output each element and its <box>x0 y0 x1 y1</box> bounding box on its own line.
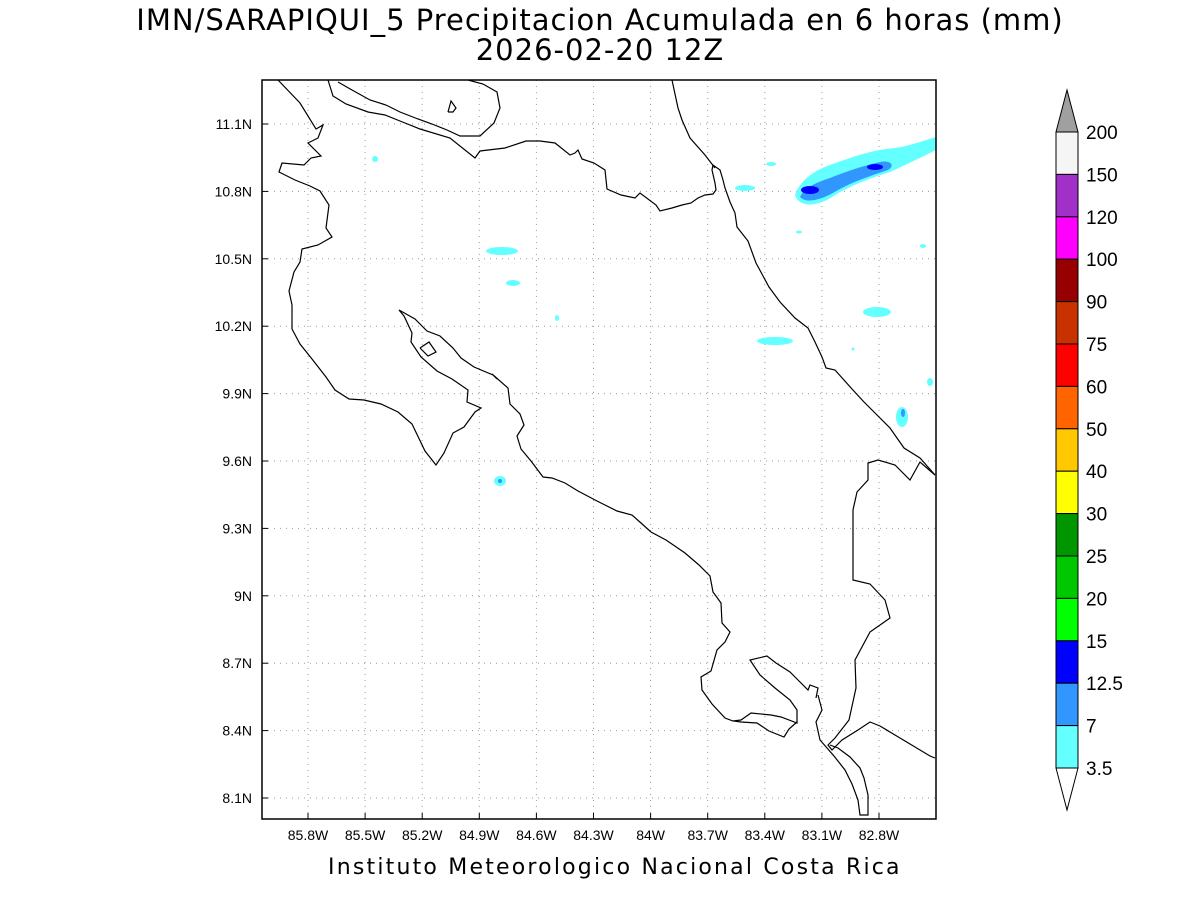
lat-tick-label: 9.6N <box>222 453 252 469</box>
lat-tick-label: 10.5N <box>215 251 252 267</box>
caribbean-coast <box>327 79 936 476</box>
pacific-coast <box>277 79 798 738</box>
nicaragua-lake-shore <box>337 79 501 137</box>
footer-credit: Instituto Meteorologico Nacional Costa R… <box>328 855 902 880</box>
lon-tick-label: 85.5W <box>345 827 386 843</box>
precip-area <box>486 247 518 255</box>
burica-peninsula <box>749 655 819 722</box>
colorbar-segment <box>1055 216 1079 260</box>
colorbar-segment <box>1055 258 1079 303</box>
colorbar-segment <box>1055 640 1079 684</box>
colorbar-label: 40 <box>1086 462 1107 483</box>
colorbar-segment <box>1055 173 1079 218</box>
lon-tick-label: 85.2W <box>402 827 443 843</box>
colorbar-label: 7 <box>1086 717 1097 738</box>
lat-tick-label: 8.7N <box>222 655 252 671</box>
colorbar-segment <box>1055 725 1079 769</box>
latitude-tick-labels: 11.1N 10.8N 10.5N 10.2N 9.9N 9.6N 9.3N 9N 8.7N 8.… <box>215 116 268 806</box>
colorbar-label: 120 <box>1086 208 1118 229</box>
precip-area <box>506 280 520 286</box>
colorbar-label: 30 <box>1086 505 1107 526</box>
precip-area <box>920 244 926 248</box>
precip-area <box>901 409 905 417</box>
colorbar-label: 90 <box>1086 293 1107 314</box>
colorbar-label: 150 <box>1086 165 1118 186</box>
precip-area <box>555 315 559 321</box>
lat-tick-label: 9.9N <box>222 386 252 402</box>
map-title: IMN/SARAPIQUI_5 Precipitacion Acumulada … <box>136 3 1064 37</box>
lake-island <box>447 99 457 113</box>
lon-tick-label: 84.3W <box>573 827 614 843</box>
colorbar-segment <box>1055 131 1079 175</box>
colorbar-bottom-arrow <box>1055 767 1079 812</box>
colorbar-label: 60 <box>1086 377 1107 398</box>
colorbar-label: 75 <box>1086 335 1107 356</box>
lon-tick-label: 83.4W <box>745 827 786 843</box>
colorbar-segment <box>1055 470 1079 515</box>
colorbar-segment <box>1055 597 1079 642</box>
colorbar-segment <box>1055 428 1079 472</box>
lon-tick-label: 84.9W <box>459 827 500 843</box>
precip-area <box>796 230 802 234</box>
precip-area <box>766 162 776 166</box>
colorbar-label: 20 <box>1086 589 1107 610</box>
colorbar-label: 3.5 <box>1086 759 1112 780</box>
lon-tick-label: 85.8W <box>288 827 329 843</box>
precip-area <box>867 164 883 170</box>
coastline <box>277 79 936 816</box>
colorbar-segment <box>1055 343 1079 387</box>
precip-area <box>498 479 502 483</box>
lat-tick-label: 9.3N <box>222 520 252 536</box>
precip-area <box>757 337 793 345</box>
colorbar-top-arrow <box>1055 88 1079 133</box>
lon-tick-label: 84.6W <box>516 827 557 843</box>
lon-tick-label: 82.8W <box>859 827 900 843</box>
southern-peninsula <box>815 694 869 816</box>
lon-tick-label: 83.1W <box>802 827 843 843</box>
colorbar-label: 100 <box>1086 250 1118 271</box>
precip-area <box>927 378 933 386</box>
colorbar-segment <box>1055 682 1079 727</box>
lat-tick-label: 10.8N <box>215 183 252 199</box>
map-frame <box>261 79 937 820</box>
gulf-island <box>419 341 437 357</box>
precip-area <box>896 407 908 427</box>
precip-area <box>863 307 891 317</box>
north-interior-border <box>671 79 716 169</box>
colorbar-segment <box>1055 555 1079 599</box>
colorbar-label: 25 <box>1086 547 1107 568</box>
lon-tick-label: 83.7W <box>687 827 728 843</box>
colorbar-segment <box>1055 385 1079 430</box>
precip-area <box>735 185 755 191</box>
lat-tick-label: 8.1N <box>222 790 252 806</box>
precip-colorbar: 200 150 120 100 90 75 60 50 40 30 25 20 15 12.5 7 3.5 <box>1055 88 1123 812</box>
colorbar-segment <box>1055 301 1079 345</box>
precip-area <box>801 186 819 194</box>
lat-tick-label: 10.2N <box>215 318 252 334</box>
precip-area <box>372 156 378 162</box>
longitude-tick-labels: 85.8W 85.5W 85.2W 84.9W 84.6W 84.3W 84W 83.7W 83… <box>288 813 900 843</box>
colorbar-segment <box>1055 513 1079 557</box>
lat-tick-label: 9N <box>234 588 252 604</box>
precip-area <box>800 161 892 201</box>
lat-tick-label: 11.1N <box>216 116 252 132</box>
colorbar-label: 200 <box>1086 123 1118 144</box>
lat-tick-label: 8.4N <box>222 723 252 739</box>
colorbar-label: 15 <box>1086 632 1107 653</box>
map-datetime: 2026-02-20 12Z <box>475 33 725 67</box>
lon-tick-label: 84W <box>636 827 666 843</box>
colorbar-label: 12.5 <box>1086 674 1123 695</box>
colorbar-label: 50 <box>1086 420 1107 441</box>
gridlines <box>262 80 936 819</box>
precipitation-contours <box>372 137 936 486</box>
panama-border <box>827 459 936 759</box>
precip-area <box>851 347 855 351</box>
